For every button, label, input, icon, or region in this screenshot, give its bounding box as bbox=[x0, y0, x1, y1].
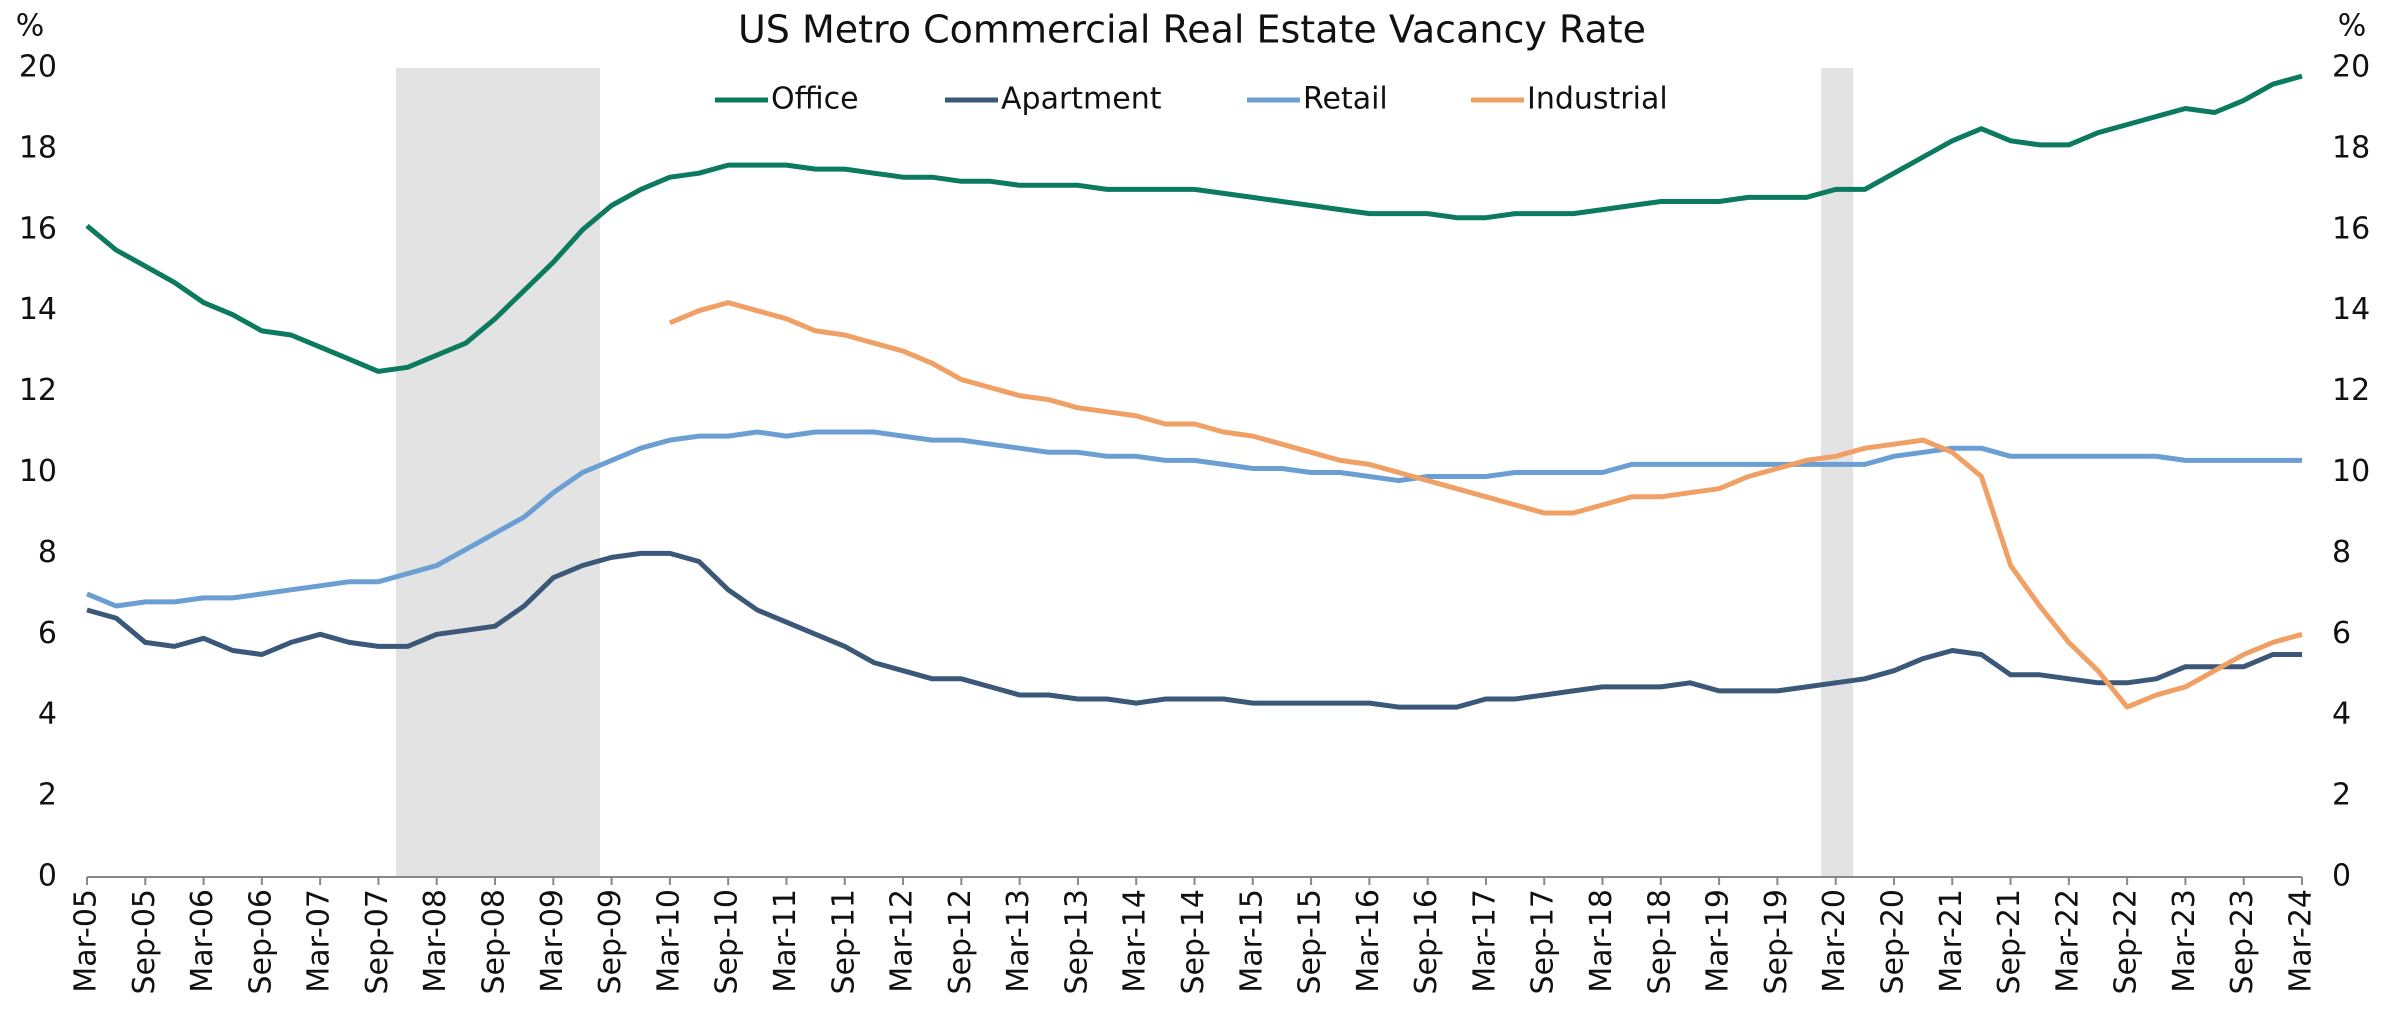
y-tick-label: 10 bbox=[19, 454, 57, 489]
legend-item: Office bbox=[715, 82, 859, 117]
y-tick-label: 20 bbox=[19, 50, 57, 85]
x-tick-label: Mar-10 bbox=[651, 889, 686, 993]
x-tick-label: Sep-05 bbox=[127, 889, 162, 995]
series-line bbox=[668, 300, 2303, 710]
x-tick-label: Sep-16 bbox=[1409, 889, 1444, 995]
y-tick-label: 16 bbox=[19, 211, 57, 246]
x-tick-label: Sep-11 bbox=[826, 889, 861, 995]
y-tick-label: 4 bbox=[38, 697, 57, 732]
x-tick-label: Sep-18 bbox=[1642, 889, 1677, 995]
x-tick-label: Sep-13 bbox=[1059, 889, 1094, 995]
x-tick-label: Sep-09 bbox=[593, 889, 628, 995]
y2-tick-label: 20 bbox=[2332, 50, 2370, 85]
x-tick-label: Sep-22 bbox=[2109, 889, 2144, 995]
y2-tick-label: 16 bbox=[2332, 211, 2370, 246]
y-tick-label: 2 bbox=[38, 778, 57, 813]
x-tick-label: Mar-07 bbox=[302, 889, 337, 993]
legend-label: Apartment bbox=[1001, 82, 1162, 117]
x-tick-label: Mar-19 bbox=[1701, 889, 1736, 993]
series-line bbox=[86, 429, 2302, 609]
x-tick-label: Sep-19 bbox=[1759, 889, 1794, 995]
legend-label: Retail bbox=[1303, 82, 1388, 117]
y-tick-label: 8 bbox=[38, 535, 57, 570]
x-tick-label: Mar-15 bbox=[1234, 889, 1269, 993]
series-line bbox=[86, 550, 2302, 710]
x-tick-label: Sep-23 bbox=[2225, 889, 2260, 995]
legend-item: Retail bbox=[1247, 82, 1388, 117]
y-tick-label: 14 bbox=[19, 292, 57, 327]
x-tick-label: Mar-12 bbox=[885, 889, 920, 993]
y2-tick-label: 6 bbox=[2332, 616, 2351, 651]
x-tick-label: Mar-17 bbox=[1467, 889, 1502, 993]
shaded-period bbox=[395, 68, 600, 877]
y2-axis-label: % bbox=[2338, 9, 2367, 44]
x-tick-label: Mar-05 bbox=[69, 889, 104, 993]
y-tick-label: 18 bbox=[19, 130, 57, 165]
y-tick-label: 6 bbox=[38, 616, 57, 651]
shaded-period bbox=[1821, 68, 1854, 877]
y2-tick-label: 12 bbox=[2332, 373, 2370, 408]
x-tick-label: Sep-10 bbox=[710, 889, 745, 995]
x-tick-label: Sep-08 bbox=[477, 889, 512, 995]
x-tick-label: Sep-07 bbox=[360, 889, 395, 995]
x-tick-label: Sep-14 bbox=[1176, 889, 1211, 995]
legend-label: Industrial bbox=[1527, 82, 1668, 117]
y2-tick-label: 10 bbox=[2332, 454, 2370, 489]
y2-tick-label: 2 bbox=[2332, 778, 2351, 813]
x-tick-label: Mar-16 bbox=[1351, 889, 1386, 993]
legend-item: Industrial bbox=[1471, 82, 1668, 117]
x-tick-label: Mar-22 bbox=[2050, 889, 2085, 993]
legend-label: Office bbox=[771, 82, 859, 117]
x-tick-label: Sep-15 bbox=[1293, 889, 1328, 995]
x-tick-label: Mar-09 bbox=[535, 889, 570, 993]
y2-tick-label: 0 bbox=[2332, 859, 2351, 894]
x-tick-label: Mar-13 bbox=[1001, 889, 1036, 993]
x-tick-label: Sep-20 bbox=[1875, 889, 1910, 995]
x-tick-label: Mar-08 bbox=[418, 889, 453, 993]
x-tick-label: Mar-21 bbox=[1934, 889, 1969, 993]
y2-tick-label: 18 bbox=[2332, 130, 2370, 165]
series-line bbox=[85, 73, 2303, 374]
x-tick-label: Mar-20 bbox=[1817, 889, 1852, 993]
legend-item: Apartment bbox=[945, 82, 1162, 117]
y-tick-label: 0 bbox=[38, 859, 57, 894]
x-tick-label: Sep-21 bbox=[1992, 889, 2027, 995]
y-tick-label: 12 bbox=[19, 373, 57, 408]
y2-tick-label: 14 bbox=[2332, 292, 2370, 327]
chart-title: US Metro Commercial Real Estate Vacancy … bbox=[738, 8, 1646, 52]
x-tick-label: Mar-23 bbox=[2167, 889, 2202, 993]
x-tick-label: Mar-14 bbox=[1118, 889, 1153, 993]
y2-tick-label: 8 bbox=[2332, 535, 2351, 570]
x-tick-label: Sep-06 bbox=[243, 889, 278, 995]
x-tick-label: Sep-17 bbox=[1526, 889, 1561, 995]
x-tick-label: Mar-24 bbox=[2284, 889, 2319, 993]
y-axis-label: % bbox=[16, 9, 45, 44]
y2-tick-label: 4 bbox=[2332, 697, 2351, 732]
x-tick-label: Mar-18 bbox=[1584, 889, 1619, 993]
x-tick-label: Sep-12 bbox=[943, 889, 978, 995]
x-tick-label: Mar-11 bbox=[768, 889, 803, 993]
x-tick-label: Mar-06 bbox=[185, 889, 220, 993]
